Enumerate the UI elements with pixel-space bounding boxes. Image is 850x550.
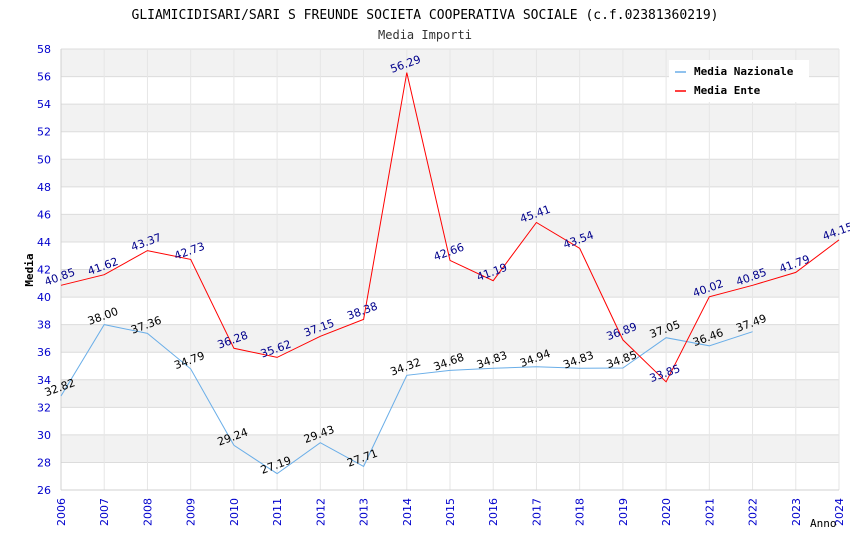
x-tick-label: 2011 — [271, 498, 284, 526]
series-line-nazionale — [60, 324, 753, 475]
y-tick-label: 40 — [37, 291, 51, 304]
x-tick-label: 2017 — [530, 498, 543, 526]
axes — [60, 49, 839, 491]
legend-label-ente: Media Ente — [694, 84, 761, 97]
series-lines — [60, 72, 840, 475]
x-tick-label: 2007 — [98, 498, 111, 526]
legend-box — [669, 60, 809, 102]
x-axis-label: Anno — [810, 517, 837, 530]
x-tick-label: 2010 — [228, 498, 241, 526]
x-tick-label: 2008 — [141, 498, 154, 526]
y-tick-label: 56 — [37, 71, 51, 84]
x-tick-label: 2024 — [833, 498, 846, 526]
y-tick-label: 26 — [37, 484, 51, 497]
y-tick-label: 28 — [37, 456, 51, 469]
y-tick-label: 30 — [37, 429, 51, 442]
x-axis-ticks: 2006 2007 2008 2009 2010 2011 2012 2013 2014 2015… — [55, 498, 846, 526]
y-tick-label: 46 — [37, 208, 51, 221]
x-tick-label: 2021 — [703, 498, 716, 526]
y-tick-label: 36 — [37, 346, 51, 359]
y-axis-label: Media — [23, 253, 36, 286]
x-tick-label: 2015 — [444, 498, 457, 526]
chart-title: GLIAMICIDISARI/SARI S FREUNDE SOCIETA CO… — [132, 8, 719, 23]
x-tick-label: 2006 — [55, 498, 68, 526]
y-tick-label: 52 — [37, 126, 51, 139]
x-tick-label: 2018 — [574, 498, 587, 526]
y-tick-label: 44 — [37, 236, 51, 249]
x-tick-label: 2016 — [487, 498, 500, 526]
x-tick-label: 2023 — [790, 498, 803, 526]
legend-label-nazionale: Media Nazionale — [694, 65, 794, 78]
x-tick-label: 2009 — [185, 498, 198, 526]
y-tick-label: 32 — [37, 401, 51, 414]
x-tick-label: 2013 — [358, 498, 371, 526]
y-tick-label: 34 — [37, 374, 51, 387]
x-tick-label: 2019 — [617, 498, 630, 526]
chart-subtitle: Media Importi — [378, 28, 472, 42]
series-line-ente — [60, 72, 840, 383]
x-tick-label: 2012 — [314, 498, 327, 526]
y-axis-ticks: 26 28 30 32 34 36 38 40 42 44 46 48 50 52 54 56 58 — [37, 43, 51, 497]
x-tick-label: 2020 — [660, 498, 673, 526]
grid-lines — [60, 48, 840, 491]
x-tick-label: 2014 — [401, 498, 414, 526]
legend: Media Nazionale Media Ente — [669, 60, 809, 102]
x-tick-label: 2022 — [747, 498, 760, 526]
y-tick-label: 50 — [37, 153, 51, 166]
y-tick-label: 38 — [37, 319, 51, 332]
y-tick-label: 42 — [37, 264, 51, 277]
y-tick-label: 54 — [37, 98, 51, 111]
y-tick-label: 58 — [37, 43, 51, 56]
y-tick-label: 48 — [37, 181, 51, 194]
